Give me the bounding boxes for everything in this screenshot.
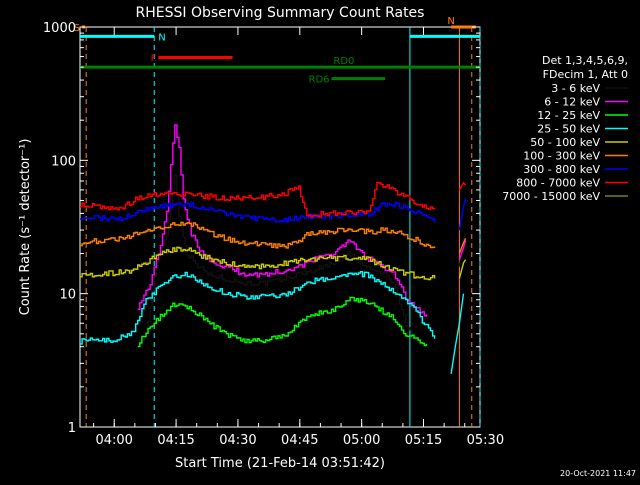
x-tick-label: 04:15 <box>157 433 194 448</box>
legend-label: 12 - 25 keV <box>537 109 600 122</box>
series-tail-line <box>458 181 467 191</box>
x-tick-label: 04:00 <box>95 433 132 448</box>
legend-header-line-1: Det 1,3,4,5,6,9, <box>542 54 628 67</box>
footer-timestamp: 20-Oct-2021 11:47 <box>560 469 636 478</box>
y-tick-label: 100 <box>51 154 76 169</box>
legend-label: 100 - 300 keV <box>523 150 600 163</box>
legend-label: 300 - 800 keV <box>523 163 600 176</box>
x-axis-label: Start Time (21-Feb-14 03:51:42) <box>175 456 385 471</box>
series-line <box>80 201 436 223</box>
state-bar-label: S <box>74 23 80 34</box>
state-bar-label: N <box>447 16 454 27</box>
series-line <box>80 181 436 218</box>
vertical-markers <box>85 27 481 427</box>
chart-title: RHESSI Observing Summary Count Rates <box>136 5 425 21</box>
series-lines <box>80 124 467 375</box>
y-tick-label: 1 <box>68 421 76 436</box>
y-tick-label: 1000 <box>43 21 76 36</box>
x-tick-label: 04:30 <box>219 433 256 448</box>
x-tick-label: 05:15 <box>405 433 442 448</box>
series-tail-line <box>458 198 467 231</box>
series-tail-line <box>450 293 465 375</box>
x-tick-label: 05:00 <box>343 433 380 448</box>
legend-label: 7000 - 15000 keV <box>502 190 600 203</box>
series-tail-line <box>458 240 467 260</box>
state-bar-label: N <box>158 32 165 43</box>
legend-header-line-2: FDecim 1, Att 0 <box>543 68 628 81</box>
legend-label: 50 - 100 keV <box>530 136 600 149</box>
series-line <box>137 174 423 346</box>
x-axis-ticks: 04:00 04:15 04:30 04:45 05:00 05:15 05:30 <box>93 27 504 448</box>
series-line <box>80 271 436 345</box>
series-line <box>80 246 436 281</box>
x-tick-label: 04:45 <box>281 433 318 448</box>
series-line <box>137 124 428 317</box>
series-line <box>80 221 436 249</box>
y-axis-ticks: 1 10 100 1000 <box>43 21 480 436</box>
legend-label: 6 - 12 keV <box>544 96 600 109</box>
series-tail-line <box>458 238 467 254</box>
legend-label: 25 - 50 keV <box>537 123 600 136</box>
legend-label: 800 - 7000 keV <box>516 177 600 190</box>
legend-label: 3 - 6 keV <box>551 82 600 95</box>
state-bar-label: F <box>151 54 157 65</box>
y-tick-label: 10 <box>59 288 76 303</box>
legend: Det 1,3,4,5,6,9, FDecim 1, Att 0 3 - 6 k… <box>502 54 628 203</box>
x-tick-label: 05:30 <box>467 433 504 448</box>
series-tail-line <box>458 259 467 279</box>
state-bar-label: RD0 <box>333 56 354 67</box>
series-line <box>137 296 428 348</box>
state-bar-label: RD6 <box>309 75 330 86</box>
y-axis-label: Count Rate (s⁻¹ detector⁻¹) <box>18 139 33 316</box>
